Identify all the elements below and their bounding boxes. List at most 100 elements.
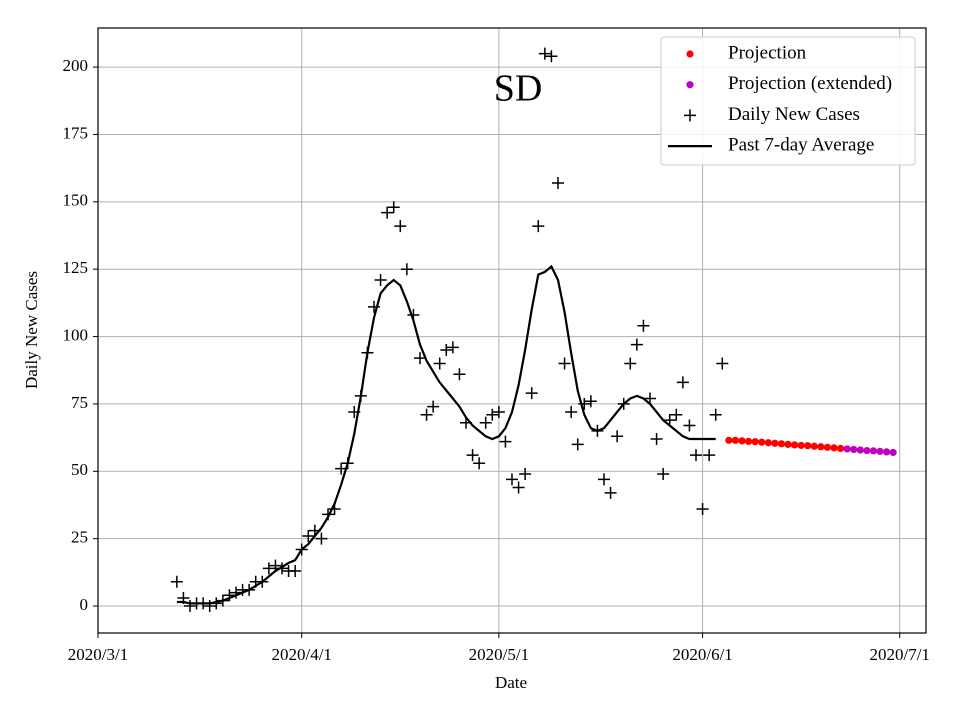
y-tick-label: 75 [71, 393, 88, 412]
case-marker [407, 309, 420, 322]
case-marker [262, 562, 275, 575]
case-marker [690, 449, 702, 462]
projection-point [738, 437, 746, 445]
case-marker [558, 357, 571, 370]
case-marker [460, 416, 472, 429]
case-marker [276, 562, 288, 575]
case-marker [650, 432, 663, 445]
legend-label: Daily New Cases [728, 104, 860, 125]
case-marker [486, 408, 499, 421]
projection-point [771, 439, 779, 447]
case-marker [466, 449, 479, 462]
projection-point [823, 443, 832, 451]
case-marker [696, 503, 709, 516]
case-marker [210, 597, 223, 610]
projection-point [744, 437, 753, 445]
case-marker [716, 357, 729, 370]
case-marker [506, 473, 518, 486]
y-tick-label: 125 [63, 258, 89, 277]
legend-swatch [686, 81, 694, 89]
case-marker [663, 414, 676, 427]
projection-point [882, 448, 891, 456]
case-marker [184, 600, 196, 613]
projection-point [797, 441, 805, 450]
y-tick-label: 25 [71, 528, 88, 547]
projection-point [731, 436, 740, 444]
case-marker [203, 600, 216, 613]
case-marker [341, 457, 354, 470]
x-tick-label: 2020/6/1 [672, 645, 732, 664]
case-marker [611, 430, 624, 443]
case-marker [630, 338, 643, 351]
case-marker [453, 368, 466, 381]
case-marker [302, 529, 315, 542]
case-marker [394, 220, 407, 233]
legend-box [660, 36, 916, 166]
projection-point [764, 439, 772, 447]
case-marker [289, 565, 302, 578]
case-marker [709, 408, 722, 421]
case-marker [598, 473, 610, 486]
projection-point [817, 443, 825, 451]
case-marker [335, 462, 348, 475]
case-marker [328, 503, 341, 516]
legend-swatch [686, 50, 694, 58]
projection-point [804, 442, 812, 450]
case-marker [295, 543, 308, 556]
projection-point [869, 447, 878, 455]
case-marker [216, 594, 229, 607]
projection-point [790, 441, 799, 449]
x-tick-label: 2020/7/1 [869, 645, 929, 664]
y-tick-label: 200 [63, 56, 89, 75]
case-marker [433, 357, 446, 370]
case-marker [197, 597, 210, 610]
case-marker [230, 586, 242, 599]
case-marker [492, 406, 505, 419]
projection-point [810, 442, 818, 450]
projection-point [830, 444, 838, 452]
x-tick-label: 2020/3/1 [68, 645, 128, 664]
plot-frame [97, 27, 927, 634]
case-marker [322, 508, 334, 521]
case-marker [538, 47, 551, 60]
projection-point [876, 447, 884, 455]
case-marker [177, 591, 190, 604]
case-marker [676, 376, 689, 389]
case-marker [571, 438, 584, 451]
case-marker [361, 346, 374, 359]
y-tick-label: 150 [63, 191, 89, 210]
legend-label: Projection [728, 42, 807, 63]
case-marker [368, 300, 380, 313]
case-marker [414, 352, 426, 365]
legend-label: Projection (extended) [728, 73, 892, 94]
y-tick-label: 175 [63, 123, 89, 142]
case-marker [617, 397, 630, 410]
projection-point [843, 445, 851, 453]
chart-title: SD [494, 68, 543, 110]
case-marker [624, 357, 637, 370]
projection-point [777, 440, 786, 448]
case-marker [591, 424, 604, 437]
legend-label: Past 7-day Average [728, 134, 874, 155]
case-marker [446, 341, 459, 354]
case-marker [604, 486, 617, 499]
case-marker [473, 457, 486, 470]
y-tick-label: 0 [80, 595, 89, 614]
case-marker [223, 589, 236, 602]
case-marker [525, 387, 538, 400]
case-marker [657, 468, 670, 481]
average-line [176, 264, 716, 605]
case-marker [499, 435, 512, 448]
projection-point [751, 438, 759, 446]
case-marker [519, 468, 532, 481]
case-marker [670, 408, 683, 421]
case-marker [427, 400, 440, 413]
projection-point [784, 440, 792, 448]
projection-point [758, 438, 766, 446]
case-marker [552, 176, 564, 189]
case-marker [545, 50, 558, 63]
case-marker [703, 449, 716, 462]
case-marker [532, 220, 545, 233]
